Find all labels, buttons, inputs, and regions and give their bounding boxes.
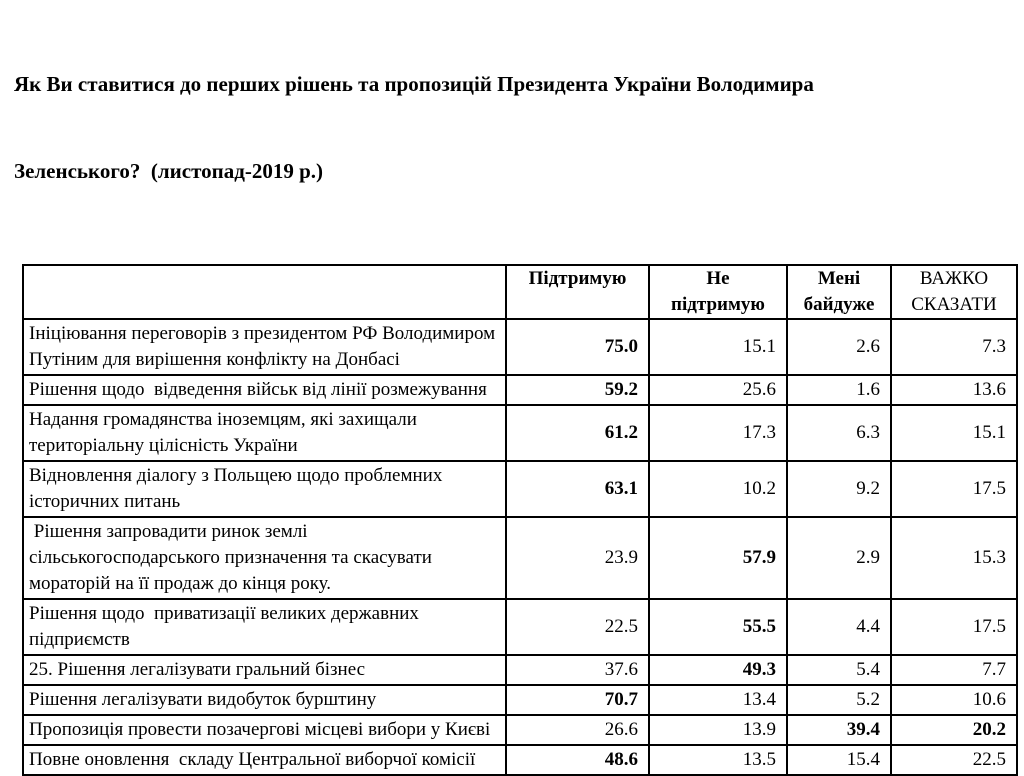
row-label: Ініціювання переговорів з президентом РФ…: [22, 318, 507, 376]
value-cell: 2.6: [786, 318, 892, 376]
value-cell: 49.3: [648, 654, 788, 686]
value-cell: 22.5: [505, 598, 650, 656]
value-cell: 1.6: [786, 374, 892, 406]
survey-results-table: Підтримую Не підтримую Мені байдуже ВАЖК…: [22, 264, 1018, 776]
col-header-not-support: Не підтримую: [648, 264, 788, 320]
table-row: Пропозиція провести позачергові місцеві …: [22, 714, 1018, 746]
row-label: Рішення щодо відведення військ від лінії…: [22, 374, 507, 406]
value-cell: 39.4: [786, 714, 892, 746]
value-cell: 20.2: [890, 714, 1018, 746]
value-cell: 9.2: [786, 460, 892, 518]
table-row: Рішення щодо приватизації великих держав…: [22, 598, 1018, 656]
value-cell: 4.4: [786, 598, 892, 656]
value-cell: 48.6: [505, 744, 650, 776]
table-row: Рішення запровадити ринок землі сільсько…: [22, 516, 1018, 600]
row-label: 25. Рішення легалізувати гральний бізнес: [22, 654, 507, 686]
row-label: Пропозиція провести позачергові місцеві …: [22, 714, 507, 746]
value-cell: 17.5: [890, 460, 1018, 518]
value-cell: 13.5: [648, 744, 788, 776]
table-row: 25. Рішення легалізувати гральний бізнес…: [22, 654, 1018, 686]
value-cell: 5.4: [786, 654, 892, 686]
value-cell: 7.3: [890, 318, 1018, 376]
row-label: Повне оновлення складу Центральної вибор…: [22, 744, 507, 776]
value-cell: 23.9: [505, 516, 650, 600]
table-row: Ініціювання переговорів з президентом РФ…: [22, 318, 1018, 376]
value-cell: 15.4: [786, 744, 892, 776]
col-header-hard-to-say: ВАЖКО СКАЗАТИ: [890, 264, 1018, 320]
value-cell: 37.6: [505, 654, 650, 686]
document-page: Як Ви ставитися до перших рішень та проп…: [0, 12, 1024, 776]
row-label: Рішення легалізувати видобуток бурштину: [22, 684, 507, 716]
value-cell: 26.6: [505, 714, 650, 746]
value-cell: 75.0: [505, 318, 650, 376]
page-title-line-2: Зеленського? (листопад-2019 р.): [14, 159, 323, 183]
value-cell: 70.7: [505, 684, 650, 716]
table-row: Рішення легалізувати видобуток бурштину …: [22, 684, 1018, 716]
table-row: Рішення щодо відведення військ від лінії…: [22, 374, 1018, 406]
page-title: Як Ви ставитися до перших рішень та проп…: [14, 12, 1004, 244]
value-cell: 15.3: [890, 516, 1018, 600]
value-cell: 15.1: [890, 404, 1018, 462]
value-cell: 59.2: [505, 374, 650, 406]
value-cell: 63.1: [505, 460, 650, 518]
value-cell: 61.2: [505, 404, 650, 462]
table-row: Повне оновлення складу Центральної вибор…: [22, 744, 1018, 776]
value-cell: 13.9: [648, 714, 788, 746]
col-header-support: Підтримую: [505, 264, 650, 320]
header-row: Підтримую Не підтримую Мені байдуже ВАЖК…: [22, 264, 1018, 320]
value-cell: 55.5: [648, 598, 788, 656]
value-cell: 17.5: [890, 598, 1018, 656]
value-cell: 10.2: [648, 460, 788, 518]
page-title-line-1: Як Ви ставитися до перших рішень та проп…: [14, 72, 814, 96]
row-label: Відновлення діалогу з Польщею щодо пробл…: [22, 460, 507, 518]
value-cell: 15.1: [648, 318, 788, 376]
value-cell: 17.3: [648, 404, 788, 462]
value-cell: 5.2: [786, 684, 892, 716]
table-row: Надання громадянства іноземцям, які захи…: [22, 404, 1018, 462]
value-cell: 7.7: [890, 654, 1018, 686]
value-cell: 57.9: [648, 516, 788, 600]
row-label: Надання громадянства іноземцям, які захи…: [22, 404, 507, 462]
value-cell: 2.9: [786, 516, 892, 600]
value-cell: 22.5: [890, 744, 1018, 776]
value-cell: 25.6: [648, 374, 788, 406]
value-cell: 13.6: [890, 374, 1018, 406]
col-header-indifferent: Мені байдуже: [786, 264, 892, 320]
value-cell: 6.3: [786, 404, 892, 462]
row-label: Рішення запровадити ринок землі сільсько…: [22, 516, 507, 600]
value-cell: 13.4: [648, 684, 788, 716]
table-row: Відновлення діалогу з Польщею щодо пробл…: [22, 460, 1018, 518]
row-label: Рішення щодо приватизації великих держав…: [22, 598, 507, 656]
value-cell: 10.6: [890, 684, 1018, 716]
corner-cell: [22, 264, 507, 320]
